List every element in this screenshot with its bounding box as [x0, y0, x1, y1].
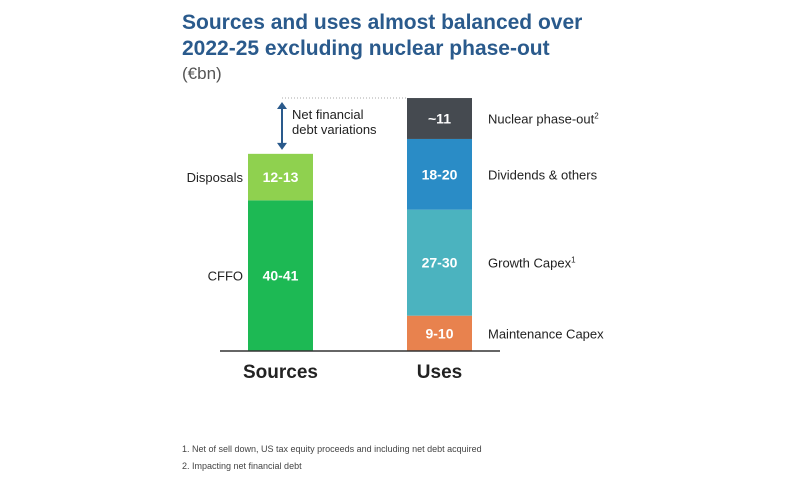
bar-cffo: [248, 200, 313, 351]
annotation-line-1: Net financial: [292, 107, 364, 122]
series-label-growth-capex: Growth Capex1: [488, 256, 576, 271]
series-label-disposals: Disposals: [187, 170, 244, 185]
category-label-uses: Uses: [417, 362, 462, 383]
arrow-down-icon: [277, 142, 287, 150]
chart-svg: 40-41 CFFO 12-13 Disposals 9-10 Maintenance C…: [187, 97, 604, 383]
bar-value-disposals: 12-13: [263, 169, 299, 185]
bar-maintenance-capex: [407, 315, 472, 351]
bar-value-dividends-others: 18-20: [422, 166, 458, 182]
arrow-up-icon: [277, 102, 287, 110]
series-label-cffo: CFFO: [208, 269, 243, 284]
chart-unit: (€bn): [182, 64, 222, 83]
bar-value-growth-capex: 27-30: [422, 255, 458, 271]
category-label-sources: Sources: [243, 362, 318, 383]
series-label-dividends-others: Dividends & others: [488, 167, 598, 182]
bar-disposals: [248, 153, 313, 201]
bar-value-nuclear-phase-out: ~11: [428, 111, 451, 127]
bar-dividends-others: [407, 138, 472, 210]
footnote-1: 1. Net of sell down, US tax equity proce…: [182, 444, 482, 454]
series-label-nuclear-phase-out: Nuclear phase-out2: [488, 112, 599, 127]
title-line-1: Sources and uses almost balanced over: [182, 11, 583, 34]
bar-nuclear-phase-out: [407, 98, 472, 139]
bar-value-cffo: 40-41: [263, 268, 299, 284]
bar-growth-capex: [407, 209, 472, 316]
annotation-line-2: debt variations: [292, 122, 377, 137]
footnote-2: 2. Impacting net financial debt: [182, 461, 302, 471]
chart-title: Sources and uses almost balanced over 20…: [182, 10, 582, 62]
bar-value-maintenance-capex: 9-10: [425, 325, 453, 341]
title-line-2: 2022-25 excluding nuclear phase-out: [182, 37, 550, 60]
series-label-maintenance-capex: Maintenance Capex: [488, 326, 604, 341]
